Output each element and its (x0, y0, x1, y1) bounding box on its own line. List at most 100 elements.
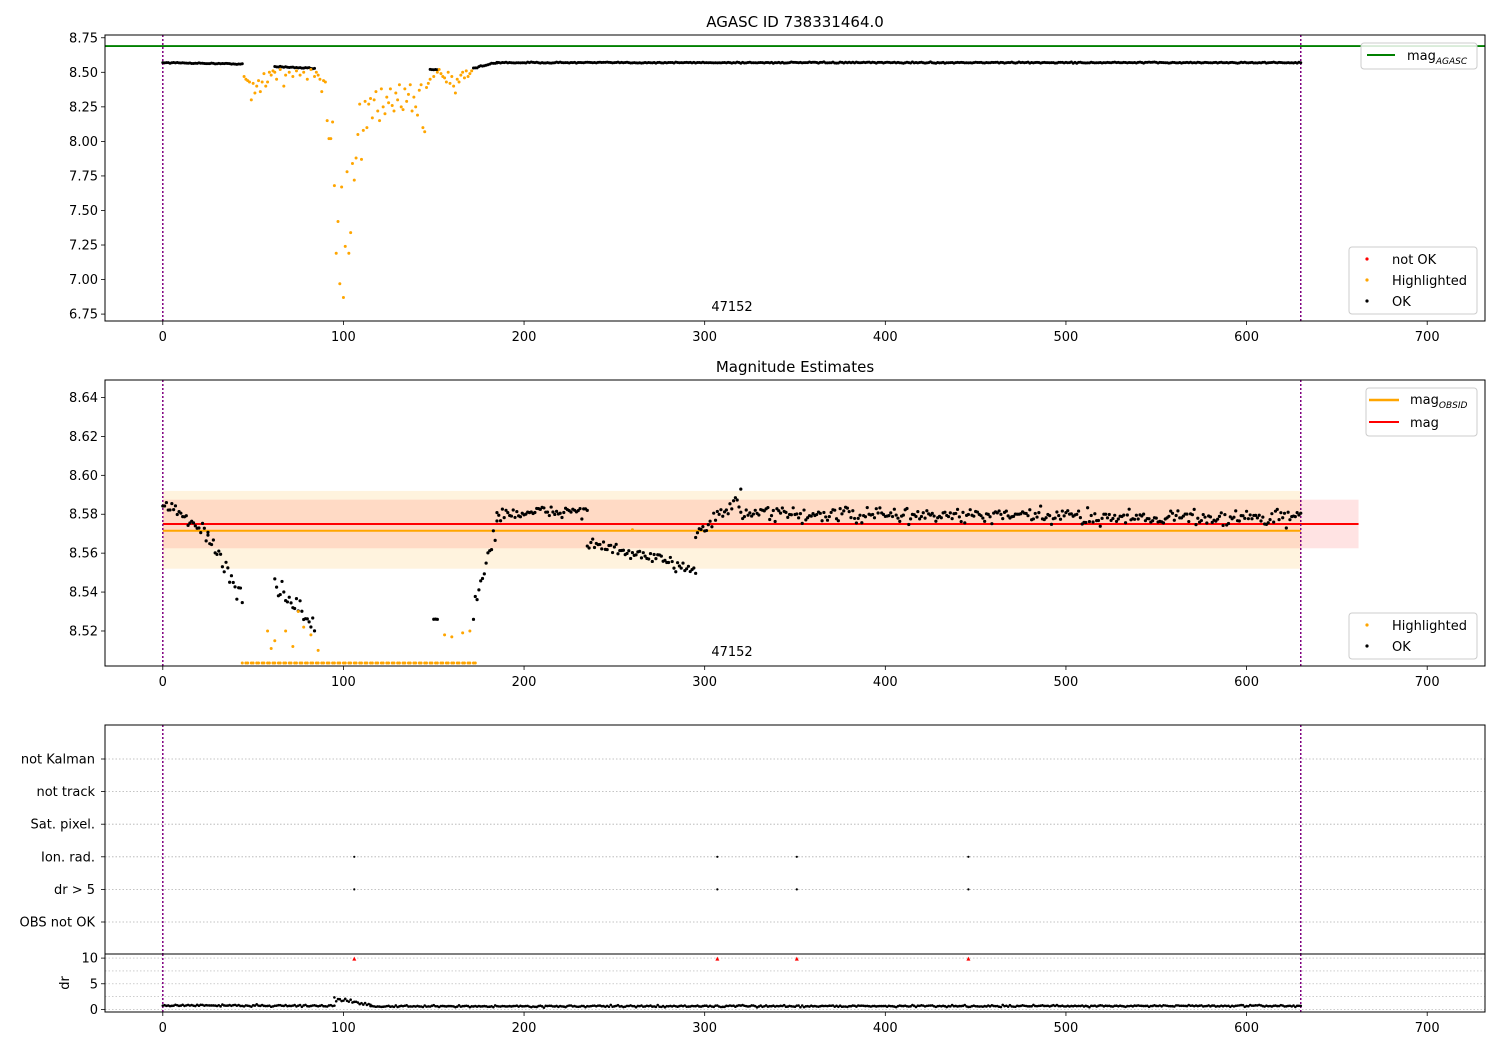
highlighted-point (425, 661, 429, 665)
y-tick-label: 8.00 (69, 135, 98, 150)
ok-point (798, 512, 803, 516)
highlighted-point (267, 70, 271, 74)
ok-point (1026, 514, 1030, 518)
ok-point (963, 521, 967, 525)
highlighted-point (369, 97, 373, 101)
ok-point (1194, 523, 1198, 527)
highlighted-point (421, 126, 425, 130)
flag-category-label: Sat. pixel. (31, 818, 95, 833)
ok-point (892, 507, 896, 511)
ok-point (704, 528, 709, 533)
estimates-panel-title: Magnitude Estimates (716, 358, 874, 376)
ok-point (589, 540, 593, 545)
ok-point (968, 508, 972, 512)
ok-point (280, 579, 284, 584)
ok-point (966, 512, 971, 517)
ok-point (1037, 511, 1041, 515)
ok-point (959, 520, 963, 524)
ok-point (495, 519, 499, 523)
ok-point (311, 616, 315, 620)
ok-point (1210, 520, 1214, 524)
ok-point (1084, 520, 1088, 525)
ok-point (1261, 515, 1265, 519)
dr-point (457, 1003, 461, 1007)
ok-point (1142, 512, 1146, 516)
ok-point (641, 551, 645, 555)
highlighted-point (332, 184, 336, 188)
ok-point (1134, 513, 1138, 517)
dr-point (343, 997, 347, 1001)
dr-point (914, 1005, 918, 1009)
ok-point (955, 507, 960, 511)
ok-point (504, 508, 508, 512)
ok-point (983, 519, 987, 523)
ok-point (1044, 516, 1048, 520)
y-tick-label: 8.50 (69, 66, 98, 81)
x-tick-label: 200 (512, 675, 537, 690)
ok-point (666, 560, 671, 565)
agasc-legend-top: magAGASC (1360, 42, 1478, 70)
highlighted-point (468, 661, 472, 665)
ok-point (1114, 519, 1119, 524)
x-tick-label: 600 (1234, 1021, 1259, 1036)
highlighted-point (450, 635, 454, 639)
highlighted-point (414, 105, 418, 109)
highlighted-point (450, 74, 454, 78)
ok-point (833, 508, 837, 512)
ok-point (1075, 512, 1079, 516)
highlighted-point (349, 231, 353, 235)
ok-point (1147, 517, 1151, 521)
ok-point (509, 514, 514, 518)
highlighted-point (408, 661, 412, 665)
x-tick-label: 300 (692, 1021, 717, 1036)
ok-point (791, 506, 795, 510)
ok-point (800, 521, 804, 526)
dr-point (1026, 1005, 1030, 1008)
ok-point (681, 561, 685, 565)
highlighted-point (410, 109, 414, 113)
flag-category-label: OBS not OK (20, 916, 96, 931)
ok-point (1039, 504, 1043, 508)
highlighted-point (374, 90, 378, 94)
ok-point (777, 509, 781, 513)
ok-point (551, 510, 555, 514)
ok-point (484, 561, 488, 565)
ok-point (215, 552, 219, 557)
highlighted-point (296, 610, 300, 614)
dr-panel: 0 100 200 300 400 500 600 700 0 5 10 dr (58, 952, 1486, 1036)
legend-label-ok: OK (1392, 295, 1411, 310)
ok-point (946, 514, 951, 519)
ok-point (312, 629, 317, 633)
ok-point (1143, 519, 1148, 523)
ok-point (1001, 517, 1005, 521)
ok-point (820, 519, 824, 523)
ok-point (1279, 511, 1283, 515)
ok-point (836, 519, 840, 523)
highlighted-point (457, 661, 461, 665)
dr-point (392, 1005, 396, 1009)
ok-point (1058, 517, 1063, 521)
highlighted-point (397, 661, 401, 665)
ok-point (482, 572, 486, 576)
ok-point (737, 505, 741, 509)
dr-point (1057, 1004, 1061, 1008)
ok-point (726, 512, 730, 516)
highlighted-point (242, 74, 246, 78)
ok-point (226, 566, 230, 570)
highlighted-point (372, 98, 376, 102)
ok-point (990, 522, 994, 526)
ok-point (914, 514, 918, 519)
ok-point (1055, 510, 1059, 514)
dr-point (219, 1005, 222, 1008)
highlighted-point (302, 70, 306, 74)
ok-point (1154, 516, 1158, 520)
dr-point (656, 1003, 660, 1007)
ok-point (1033, 511, 1037, 516)
y-tick-label: 8.75 (69, 31, 98, 46)
legend-label-mag-obsid: mag (1410, 393, 1439, 408)
ok-point (1270, 512, 1274, 516)
highlighted-point (354, 661, 358, 665)
ok-point (491, 529, 495, 533)
x-tick-label: 300 (692, 330, 717, 345)
estimates-legend-bottom: Highlighted OK (1348, 612, 1478, 660)
